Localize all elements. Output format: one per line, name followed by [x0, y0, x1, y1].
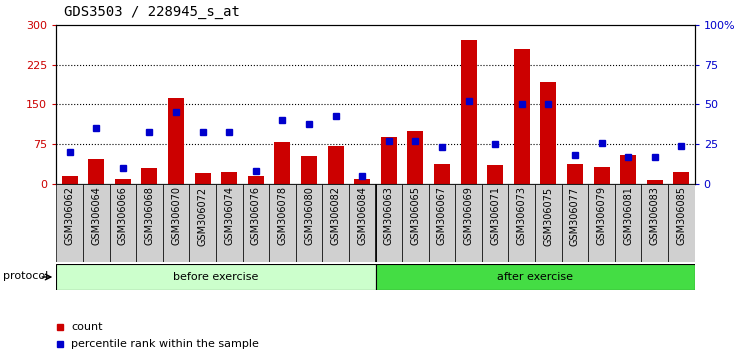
- Bar: [141, 168, 158, 184]
- Text: after exercise: after exercise: [497, 272, 573, 282]
- FancyBboxPatch shape: [349, 184, 376, 262]
- Bar: [514, 48, 529, 184]
- FancyBboxPatch shape: [56, 264, 376, 290]
- FancyBboxPatch shape: [110, 184, 136, 262]
- Text: GSM306062: GSM306062: [65, 187, 74, 245]
- FancyBboxPatch shape: [535, 184, 562, 262]
- Text: protocol: protocol: [3, 271, 48, 281]
- Bar: [62, 176, 77, 184]
- Bar: [222, 172, 237, 184]
- FancyBboxPatch shape: [376, 184, 402, 262]
- Bar: [354, 179, 370, 184]
- Text: GSM306066: GSM306066: [118, 187, 128, 245]
- FancyBboxPatch shape: [641, 184, 668, 262]
- FancyBboxPatch shape: [508, 184, 535, 262]
- Text: GSM306070: GSM306070: [171, 187, 181, 245]
- FancyBboxPatch shape: [455, 184, 482, 262]
- Text: GDS3503 / 228945_s_at: GDS3503 / 228945_s_at: [64, 5, 240, 19]
- Text: GSM306069: GSM306069: [463, 187, 474, 245]
- Bar: [620, 155, 636, 184]
- FancyBboxPatch shape: [322, 184, 349, 262]
- Bar: [274, 142, 291, 184]
- Bar: [381, 137, 397, 184]
- Bar: [487, 166, 503, 184]
- Bar: [674, 172, 689, 184]
- FancyBboxPatch shape: [615, 184, 641, 262]
- FancyBboxPatch shape: [269, 184, 296, 262]
- Text: GSM306081: GSM306081: [623, 187, 633, 245]
- FancyBboxPatch shape: [243, 184, 269, 262]
- Text: GSM306064: GSM306064: [91, 187, 101, 245]
- Text: before exercise: before exercise: [173, 272, 258, 282]
- Bar: [195, 173, 210, 184]
- FancyBboxPatch shape: [588, 184, 615, 262]
- FancyBboxPatch shape: [136, 184, 163, 262]
- FancyBboxPatch shape: [402, 184, 429, 262]
- Text: GSM306077: GSM306077: [570, 187, 580, 246]
- Text: GSM306074: GSM306074: [225, 187, 234, 245]
- Text: percentile rank within the sample: percentile rank within the sample: [71, 339, 259, 349]
- Text: GSM306075: GSM306075: [544, 187, 553, 246]
- Bar: [647, 180, 663, 184]
- FancyBboxPatch shape: [429, 184, 455, 262]
- Bar: [168, 97, 184, 184]
- Text: GSM306076: GSM306076: [251, 187, 261, 245]
- FancyBboxPatch shape: [482, 184, 508, 262]
- FancyBboxPatch shape: [163, 184, 189, 262]
- Bar: [89, 159, 104, 184]
- Text: GSM306068: GSM306068: [144, 187, 155, 245]
- FancyBboxPatch shape: [296, 184, 322, 262]
- Text: GSM306065: GSM306065: [410, 187, 421, 245]
- Bar: [434, 164, 450, 184]
- Text: GSM306067: GSM306067: [437, 187, 447, 245]
- Text: GSM306085: GSM306085: [677, 187, 686, 245]
- Bar: [301, 156, 317, 184]
- Text: GSM306072: GSM306072: [198, 187, 207, 246]
- Bar: [541, 81, 556, 184]
- Text: GSM306084: GSM306084: [357, 187, 367, 245]
- Bar: [593, 167, 610, 184]
- FancyBboxPatch shape: [189, 184, 216, 262]
- FancyBboxPatch shape: [376, 264, 695, 290]
- Bar: [248, 176, 264, 184]
- Text: GSM306080: GSM306080: [304, 187, 314, 245]
- Bar: [115, 179, 131, 184]
- Text: GSM306082: GSM306082: [330, 187, 341, 245]
- Text: GSM306083: GSM306083: [650, 187, 660, 245]
- Text: GSM306078: GSM306078: [277, 187, 288, 245]
- Bar: [567, 164, 583, 184]
- FancyBboxPatch shape: [56, 184, 83, 262]
- Bar: [460, 40, 477, 184]
- Text: GSM306079: GSM306079: [596, 187, 607, 245]
- FancyBboxPatch shape: [562, 184, 588, 262]
- FancyBboxPatch shape: [216, 184, 243, 262]
- Text: GSM306071: GSM306071: [490, 187, 500, 245]
- Text: count: count: [71, 321, 103, 332]
- Text: GSM306073: GSM306073: [517, 187, 526, 245]
- Text: GSM306063: GSM306063: [384, 187, 394, 245]
- FancyBboxPatch shape: [668, 184, 695, 262]
- Bar: [327, 146, 344, 184]
- FancyBboxPatch shape: [83, 184, 110, 262]
- Bar: [408, 131, 424, 184]
